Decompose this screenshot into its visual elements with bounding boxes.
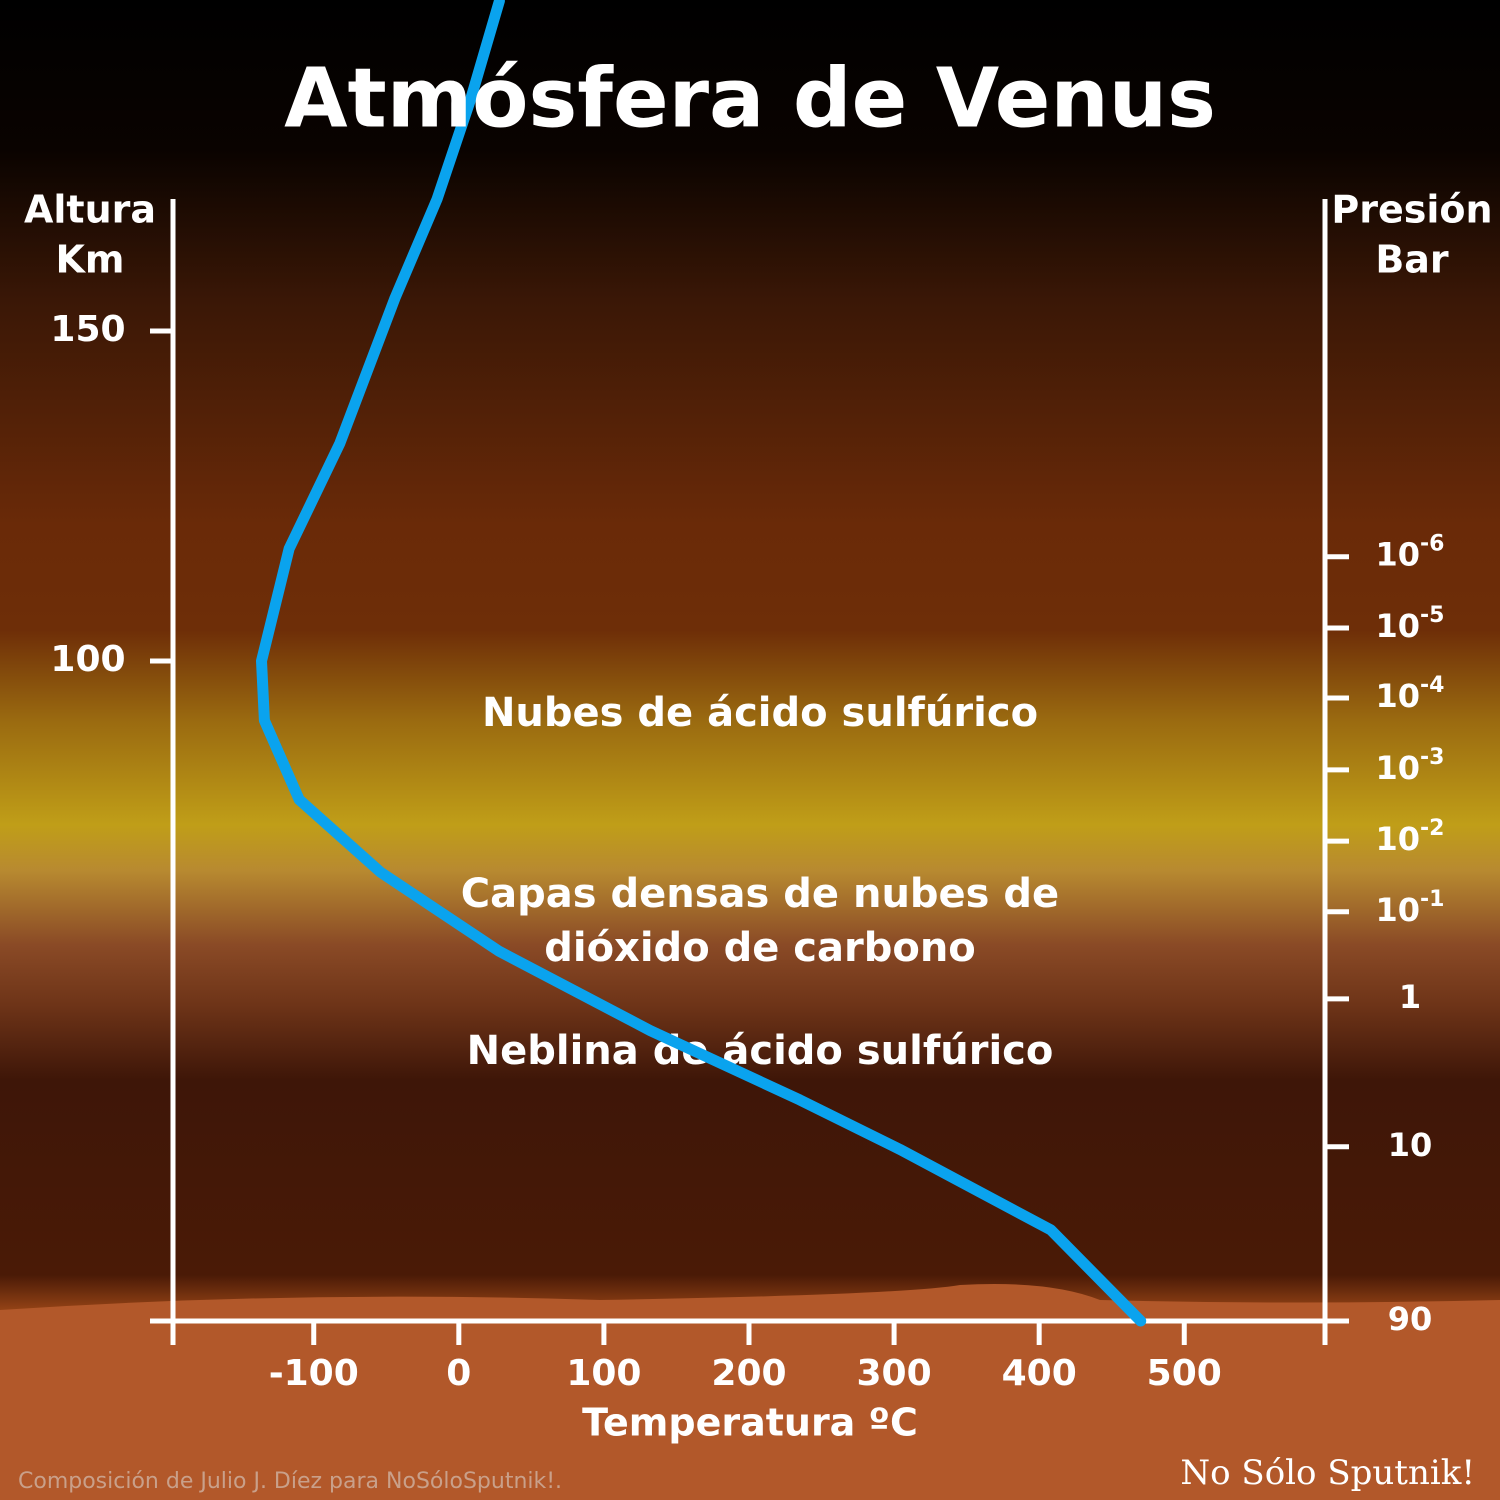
y2-tick-exponent: -2: [1420, 816, 1444, 841]
ground: [0, 1284, 1500, 1500]
x-tick-label: 200: [711, 1353, 786, 1394]
y2-tick-exponent: -6: [1420, 532, 1444, 557]
x-axis-label: Temperatura ºC: [582, 1401, 918, 1445]
y2-tick-label: 10: [1388, 1126, 1433, 1164]
y2-tick-label: 10-2: [1376, 816, 1445, 858]
y2-tick-exponent: -3: [1420, 745, 1444, 770]
x-tick-label: 300: [857, 1353, 932, 1394]
y2-tick-exponent: -4: [1420, 673, 1444, 698]
annotation: Capas densas de nubes de: [461, 871, 1059, 917]
y2-tick-base: 90: [1388, 1300, 1433, 1338]
y2-tick-base: 10: [1376, 891, 1421, 929]
y2-tick-label: 10-3: [1376, 745, 1445, 787]
y-tick-label: 150: [50, 309, 125, 350]
y2-tick-label: 90: [1388, 1300, 1433, 1338]
x-tick-label: 100: [566, 1353, 641, 1394]
y2-tick-label: 1: [1399, 978, 1421, 1016]
y2-tick-label: 10-6: [1376, 532, 1445, 574]
x-tick-label: 500: [1147, 1353, 1222, 1394]
y2-axis-label: Bar: [1375, 238, 1449, 282]
x-tick-label: 0: [446, 1353, 471, 1394]
annotation: Nubes de ácido sulfúrico: [482, 690, 1038, 736]
y-axis-label: Altura: [24, 188, 156, 232]
y2-axis-label: Presión: [1331, 188, 1492, 232]
y2-tick-label: 10-4: [1376, 673, 1445, 715]
chart-title: Atmósfera de Venus: [284, 51, 1216, 146]
y2-tick-label: 10-1: [1376, 887, 1445, 929]
y2-tick-exponent: -5: [1420, 603, 1444, 628]
x-tick-label: 400: [1002, 1353, 1077, 1394]
y2-tick-exponent: -1: [1420, 887, 1444, 912]
y2-tick-base: 10: [1376, 677, 1421, 715]
y-axis-label: Km: [55, 238, 124, 282]
credit: Composición de Julio J. Díez para NoSólo…: [18, 1469, 562, 1494]
y2-tick-base: 10: [1376, 820, 1421, 858]
y2-tick-base: 10: [1376, 749, 1421, 787]
y2-tick-label: 10-5: [1376, 603, 1445, 645]
annotation: Neblina de ácido sulfúrico: [467, 1028, 1054, 1074]
x-tick-label: -100: [269, 1353, 359, 1394]
y2-tick-base: 10: [1388, 1126, 1433, 1164]
annotation: dióxido de carbono: [544, 925, 976, 971]
logo: No Sólo Sputnik!: [1180, 1453, 1475, 1493]
temperature-line: [256, 0, 1147, 1327]
y-tick-label: 100: [50, 639, 125, 680]
y2-tick-base: 10: [1376, 607, 1421, 645]
y2-tick-base: 10: [1376, 536, 1421, 574]
y2-tick-base: 1: [1399, 978, 1421, 1016]
